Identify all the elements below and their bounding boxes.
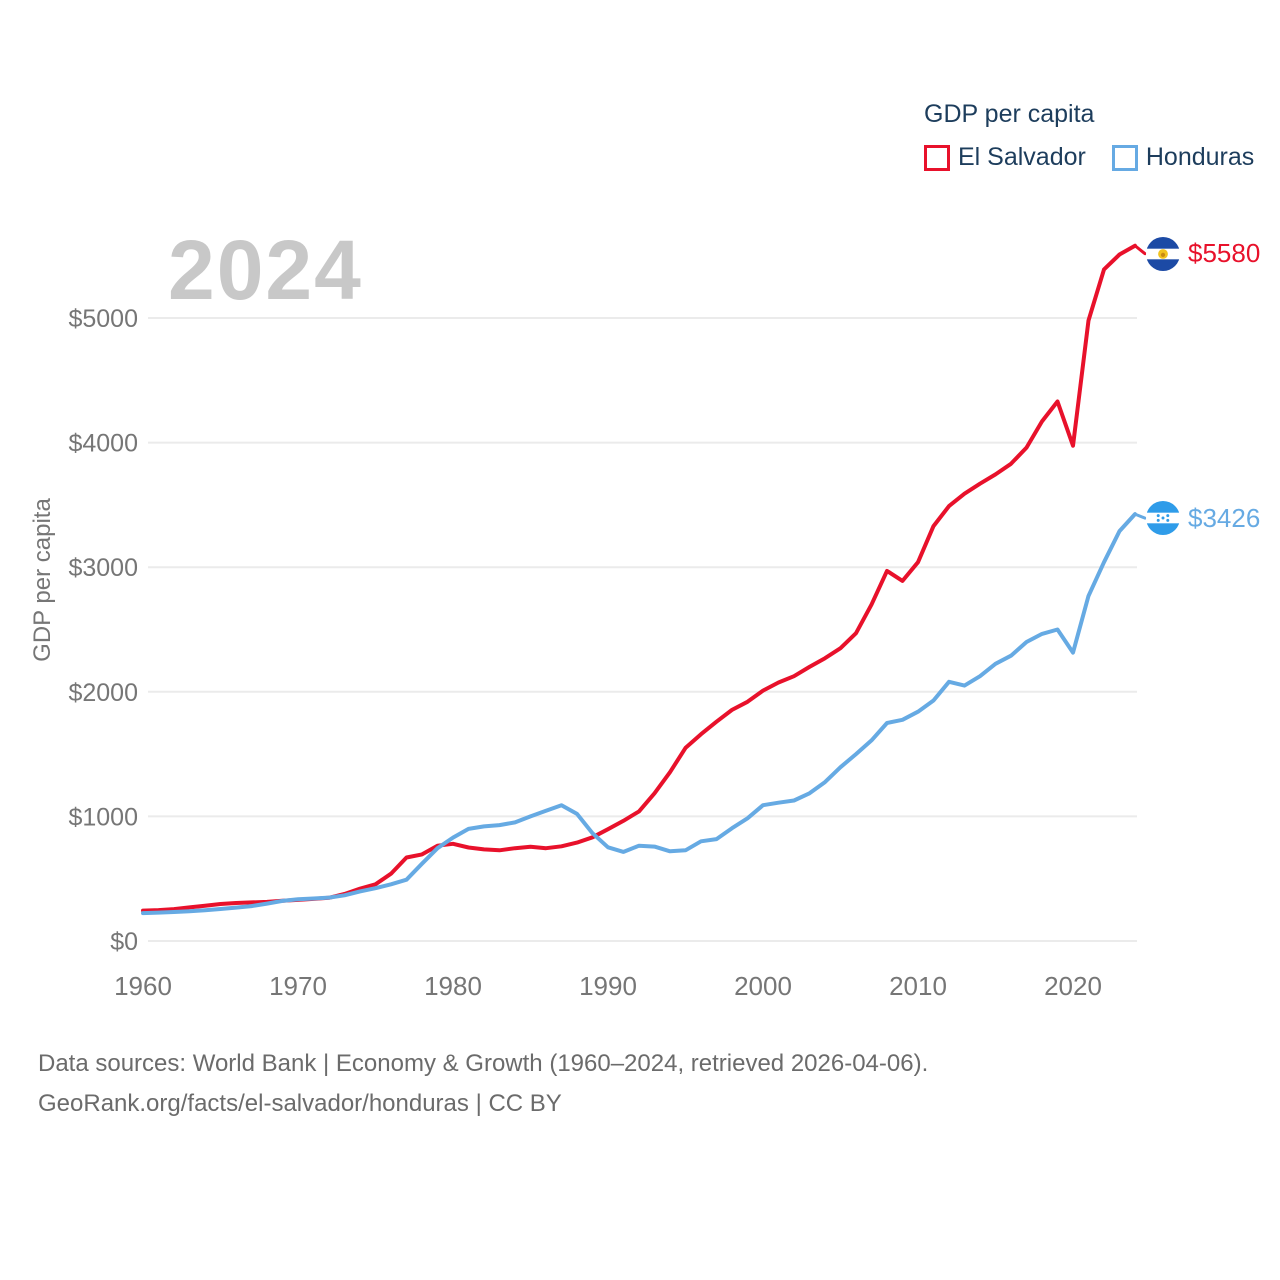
attribution-line: GeoRank.org/facts/el-salvador/honduras |… (38, 1090, 562, 1117)
chart-footer: Data sources: World Bank | Economy & Gro… (38, 1044, 928, 1124)
legend-label: Honduras (1145, 143, 1255, 171)
x-tick-label: 1990 (579, 971, 637, 1001)
chart-legend: GDP per capita El Salvador Honduras (924, 100, 1254, 172)
end-connector-el-salvador (1133, 244, 1147, 256)
honduras-flag-icon (1146, 501, 1180, 536)
el-salvador-flag-icon (1146, 236, 1180, 271)
el-salvador-end-label: $5580 (1146, 236, 1261, 271)
y-tick-label: $4000 (68, 430, 138, 458)
x-tick-label: 1960 (114, 971, 172, 1001)
honduras-swatch-icon (1111, 144, 1138, 171)
data-sources-line: Data sources: World Bank | Economy & Gro… (38, 1050, 929, 1077)
x-tick-label: 2020 (1044, 971, 1102, 1001)
honduras-end-label: $3426 (1146, 501, 1261, 536)
y-tick-label: $3000 (68, 554, 138, 582)
year-watermark: 2024 (168, 223, 363, 317)
legend-title: GDP per capita (924, 100, 1095, 128)
y-tick-label: $0 (110, 928, 138, 956)
x-tick-label: 2010 (889, 971, 947, 1001)
y-tick-label: $2000 (68, 679, 138, 707)
series-line-el-salvador[interactable] (141, 243, 1137, 913)
el-salvador-end-value: $5580 (1188, 238, 1261, 269)
y-tick-label: $1000 (68, 803, 138, 831)
honduras-end-value: $3426 (1188, 502, 1261, 533)
legend-label: El Salvador (958, 143, 1086, 171)
x-tick-label: 1980 (424, 971, 482, 1001)
x-tick-label: 2000 (734, 971, 792, 1001)
end-connector-honduras (1133, 512, 1147, 520)
el-salvador-swatch-icon (924, 144, 950, 171)
y-tick-label: $5000 (68, 305, 138, 333)
series-line-honduras[interactable] (141, 512, 1137, 916)
y-axis-title: GDP per capita (29, 498, 56, 662)
x-tick-label: 1970 (269, 971, 327, 1001)
legend-item-honduras[interactable]: Honduras (1111, 143, 1255, 172)
legend-item-el-salvador[interactable]: El Salvador (924, 143, 1086, 172)
